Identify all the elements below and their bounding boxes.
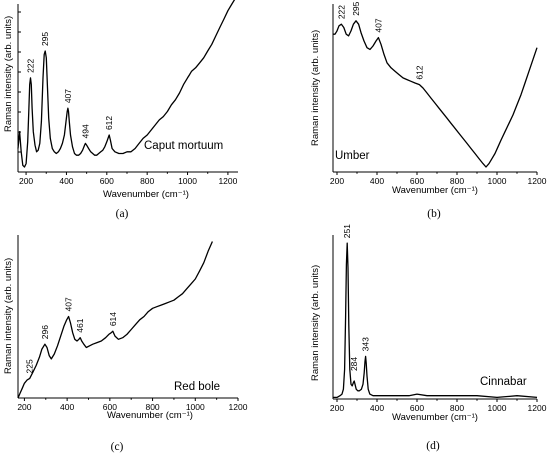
- panel-a: 200 400 600 800 1000 1200 222 295 407 494 612 Rama…: [0, 0, 275, 231]
- x-tick-label: 400: [59, 176, 73, 186]
- x-tick-label: 400: [370, 403, 384, 413]
- spectrum-line-b: [333, 20, 538, 168]
- x-axis-label-b: Wavenumber (cm⁻¹): [392, 185, 478, 196]
- y-axis-label-a: Raman intensity (arb. units): [3, 15, 14, 132]
- peak-label: 612: [104, 116, 114, 130]
- peak-label: 295: [351, 1, 361, 15]
- peak-label: 284: [349, 357, 359, 371]
- sample-label-b: Umber: [335, 150, 370, 162]
- x-tick-label: 800: [450, 176, 464, 186]
- caption-a: (a): [115, 208, 129, 220]
- peak-label: 225: [25, 359, 35, 373]
- x-tick-label: 200: [330, 403, 344, 413]
- panel-d: 200 400 600 800 1000 1200 251 284 343 Raman inte…: [285, 224, 550, 462]
- spectrum-line-a: [17, 0, 236, 168]
- x-axis-label-c: Wavenumber (cm⁻¹): [107, 410, 193, 421]
- peak-label: 407: [63, 89, 73, 103]
- x-tick-label: 1200: [528, 403, 547, 413]
- x-tick-label: 800: [145, 402, 159, 412]
- x-axis-label-a: Wavenumber (cm⁻¹): [103, 189, 189, 200]
- spectrum-line-d: [333, 242, 538, 399]
- peak-label: 612: [414, 65, 424, 79]
- y-axis-label-b: Raman intensity (arb. units): [310, 29, 321, 146]
- x-tick-label: 600: [100, 176, 114, 186]
- peak-label: 461: [75, 318, 85, 332]
- peak-label: 494: [80, 124, 90, 138]
- axes-a: 200 400 600 800 1000 1200: [17, 4, 238, 186]
- axes-c: 200 400 600 800 1000 1200: [17, 235, 248, 412]
- x-tick-label: 1000: [488, 176, 507, 186]
- x-tick-label: 200: [19, 176, 33, 186]
- x-tick-label: 1200: [528, 176, 547, 186]
- peak-label: 343: [361, 337, 371, 351]
- x-tick-label: 600: [103, 402, 117, 412]
- caption-d: (d): [426, 440, 440, 452]
- x-tick-label: 600: [410, 403, 424, 413]
- x-tick-label: 1000: [186, 402, 205, 412]
- x-tick-label: 1200: [218, 176, 237, 186]
- axes-b: 200 400 600 800 1000 1200: [330, 4, 547, 186]
- peak-label: 222: [336, 5, 346, 19]
- caption-b: (b): [427, 208, 441, 220]
- x-tick-label: 200: [17, 402, 31, 412]
- chart-a: 200 400 600 800 1000 1200 222 295 407 494 612: [17, 0, 238, 186]
- y-axis-label-d: Raman intensity (arb. units): [310, 264, 321, 381]
- sample-label-d: Cinnabar: [480, 376, 527, 388]
- spectrum-line-c: [17, 241, 213, 399]
- y-axis-label-c: Raman intensity (arb. units): [3, 257, 14, 374]
- axes-d: 200 400 600 800 1000 1200: [330, 235, 547, 413]
- x-tick-label: 800: [140, 176, 154, 186]
- peak-label: 296: [40, 325, 50, 339]
- x-axis-label-d: Wavenumber (cm⁻¹): [392, 412, 478, 423]
- peak-label: 251: [342, 224, 352, 238]
- x-tick-label: 1000: [178, 176, 197, 186]
- sample-label-a: Caput mortuum: [144, 140, 224, 152]
- x-tick-label: 400: [370, 176, 384, 186]
- peak-label: 407: [64, 297, 74, 311]
- peak-label: 407: [373, 18, 383, 32]
- x-tick-label: 1200: [229, 402, 248, 412]
- peak-label: 222: [26, 58, 36, 72]
- sample-label-c: Red bole: [174, 381, 221, 393]
- x-tick-label: 200: [330, 176, 344, 186]
- x-tick-label: 400: [60, 402, 74, 412]
- x-tick-label: 800: [450, 403, 464, 413]
- chart-b: 200 400 600 800 1000 1200 222 295 407 612: [330, 1, 547, 186]
- peak-label: 614: [108, 312, 118, 326]
- x-tick-label: 600: [410, 176, 424, 186]
- peak-label: 295: [40, 32, 50, 46]
- panel-b: 200 400 600 800 1000 1200 222 295 407 612 Raman i…: [285, 0, 550, 231]
- x-tick-label: 1000: [488, 403, 507, 413]
- panel-c: 200 400 600 800 1000 1200 225 296 407 461 614 Rama…: [0, 231, 275, 462]
- caption-c: (c): [110, 441, 124, 453]
